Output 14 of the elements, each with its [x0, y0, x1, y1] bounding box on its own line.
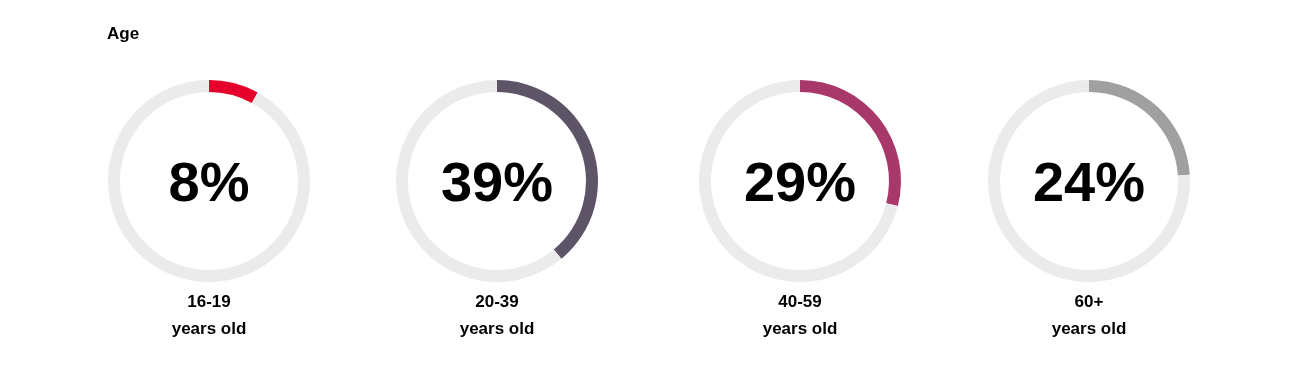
text: 24% — [1032, 150, 1146, 213]
donut-slice — [396, 80, 562, 282]
text: 60+ years old — [1051, 292, 1127, 338]
donut-slice — [108, 80, 310, 282]
text: 20-39 years old — [459, 292, 535, 338]
donut-slice — [988, 80, 1190, 282]
chart-title: Age — [107, 24, 140, 43]
donut-slice — [699, 80, 898, 282]
donut-slice — [209, 80, 258, 104]
text: 40-59 years old — [762, 292, 838, 338]
text: 39% — [440, 150, 554, 213]
text: 8% — [168, 150, 250, 213]
text: 29% — [743, 150, 857, 213]
text: 16-19 years old — [171, 292, 247, 338]
